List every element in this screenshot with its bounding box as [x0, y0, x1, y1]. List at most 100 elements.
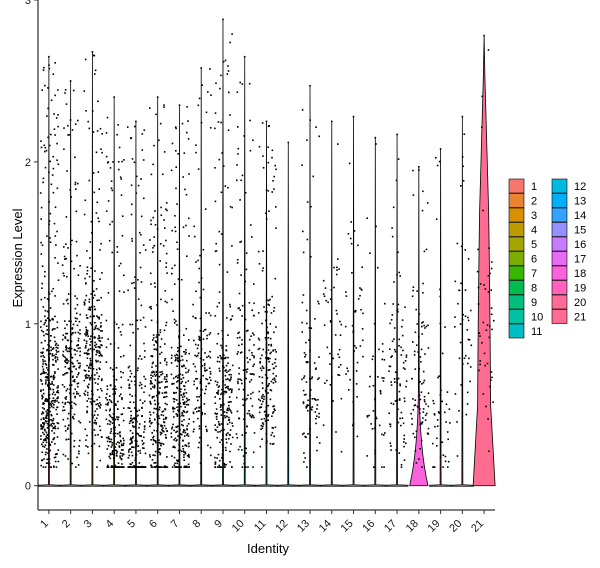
data-point — [250, 224, 252, 226]
data-point — [51, 317, 54, 320]
data-point — [41, 89, 43, 91]
data-point — [374, 399, 376, 402]
data-point — [70, 356, 73, 359]
data-point — [444, 326, 446, 328]
data-point — [159, 329, 162, 331]
data-point — [56, 413, 58, 415]
data-point — [157, 423, 160, 425]
legend-swatch-9 — [508, 294, 525, 310]
data-point — [114, 385, 116, 388]
data-point — [203, 403, 206, 405]
violin-12 — [276, 142, 300, 487]
data-point — [303, 375, 306, 377]
data-point — [265, 346, 268, 348]
data-point — [261, 466, 263, 468]
data-point — [205, 425, 207, 428]
data-point — [197, 410, 200, 412]
data-point — [418, 394, 421, 397]
data-point — [340, 323, 343, 326]
data-point — [400, 346, 402, 349]
data-point — [361, 266, 363, 268]
legend-label-8: 8 — [531, 283, 537, 295]
data-point — [171, 382, 174, 385]
data-point — [402, 367, 405, 369]
data-point — [176, 365, 178, 367]
violin-4 — [102, 97, 126, 487]
data-point — [388, 412, 390, 415]
data-point — [432, 399, 434, 402]
data-point — [49, 160, 51, 163]
data-point — [161, 442, 163, 445]
data-point — [63, 275, 65, 277]
data-point — [109, 408, 111, 411]
data-point — [40, 329, 43, 332]
data-point — [123, 439, 125, 442]
data-point — [259, 367, 262, 369]
data-point — [218, 302, 220, 304]
data-point — [53, 404, 55, 406]
data-point — [187, 371, 189, 373]
legend-swatch-13 — [551, 193, 568, 208]
data-point — [135, 409, 137, 411]
data-point — [240, 240, 243, 243]
data-point — [42, 431, 44, 434]
data-point — [181, 355, 183, 358]
data-point — [457, 302, 459, 305]
data-point — [491, 376, 493, 379]
data-point — [108, 419, 111, 422]
data-point — [333, 286, 335, 289]
data-point — [231, 466, 233, 468]
data-point — [177, 409, 179, 411]
data-point — [53, 437, 56, 439]
data-point — [231, 315, 234, 317]
data-point — [64, 430, 67, 432]
data-point — [172, 410, 175, 413]
data-point — [405, 356, 408, 358]
data-point — [53, 456, 56, 459]
data-point — [220, 414, 223, 416]
data-point — [171, 427, 173, 430]
data-point — [76, 324, 79, 327]
data-point — [50, 133, 52, 136]
data-point — [221, 357, 224, 360]
data-point — [491, 328, 493, 331]
data-point — [72, 332, 74, 334]
data-point — [99, 249, 101, 251]
data-point — [78, 372, 80, 374]
data-point — [98, 339, 100, 342]
data-point — [253, 334, 255, 336]
data-point — [185, 392, 188, 394]
data-point — [178, 405, 180, 408]
data-point — [209, 68, 211, 70]
data-point — [85, 282, 87, 284]
data-point — [456, 455, 459, 457]
data-point — [154, 379, 157, 381]
data-point — [301, 109, 304, 111]
data-point — [55, 117, 58, 119]
data-point — [129, 448, 131, 450]
data-point — [263, 306, 265, 308]
data-point — [338, 374, 341, 376]
data-point — [192, 363, 195, 365]
violin-14 — [320, 121, 344, 487]
data-point — [47, 344, 49, 346]
data-point — [264, 414, 267, 416]
data-point — [419, 356, 422, 358]
data-point — [106, 388, 109, 391]
data-point — [422, 370, 425, 373]
data-point — [153, 386, 156, 389]
data-point — [199, 394, 202, 396]
data-point — [326, 379, 328, 382]
data-point — [115, 404, 117, 406]
data-point — [48, 220, 51, 222]
data-point — [180, 378, 183, 380]
data-point — [105, 418, 108, 421]
data-point — [164, 381, 167, 383]
legend-swatch-3 — [508, 207, 525, 223]
data-point — [172, 408, 175, 410]
data-point — [54, 456, 57, 459]
data-point — [40, 435, 42, 437]
data-point — [43, 458, 45, 460]
data-point — [94, 341, 96, 344]
data-point — [113, 342, 116, 345]
